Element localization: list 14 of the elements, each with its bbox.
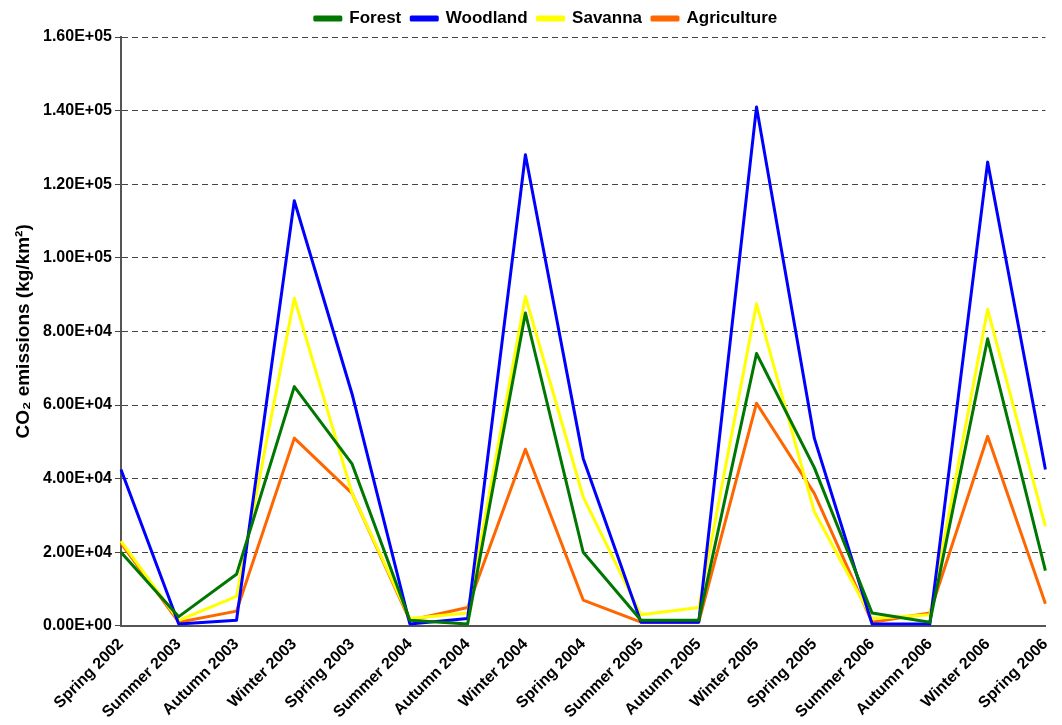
legend-label: Savanna [572,8,643,28]
y-tick-label: 1.00E+05 [43,248,113,266]
legend-label: Forest [349,8,402,28]
y-tick-label: 0.00E+00 [43,616,113,634]
legend-label: Agriculture [686,8,778,28]
y-tick-label: 6.00E+04 [43,395,113,413]
y-tick-label: 8.00E+04 [43,321,113,339]
y-tick-label: 1.20E+05 [43,174,113,192]
legend-label: Woodland [445,8,528,28]
y-tick-label: 4.00E+04 [43,469,113,487]
y-tick-label: 2.00E+04 [43,542,113,560]
y-tick-label: 1.40E+05 [43,101,113,119]
y-tick-label: 1.60E+05 [43,27,113,45]
y-axis-title: CO₂ emissions (kg/km²) [12,224,34,439]
